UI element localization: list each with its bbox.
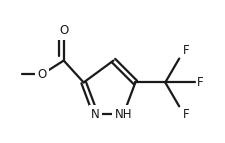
Text: O: O xyxy=(59,24,68,37)
Text: O: O xyxy=(37,68,46,81)
Text: F: F xyxy=(197,76,204,89)
Text: NH: NH xyxy=(115,108,132,121)
Text: F: F xyxy=(183,44,190,57)
Text: F: F xyxy=(183,108,190,121)
Text: N: N xyxy=(91,108,100,121)
